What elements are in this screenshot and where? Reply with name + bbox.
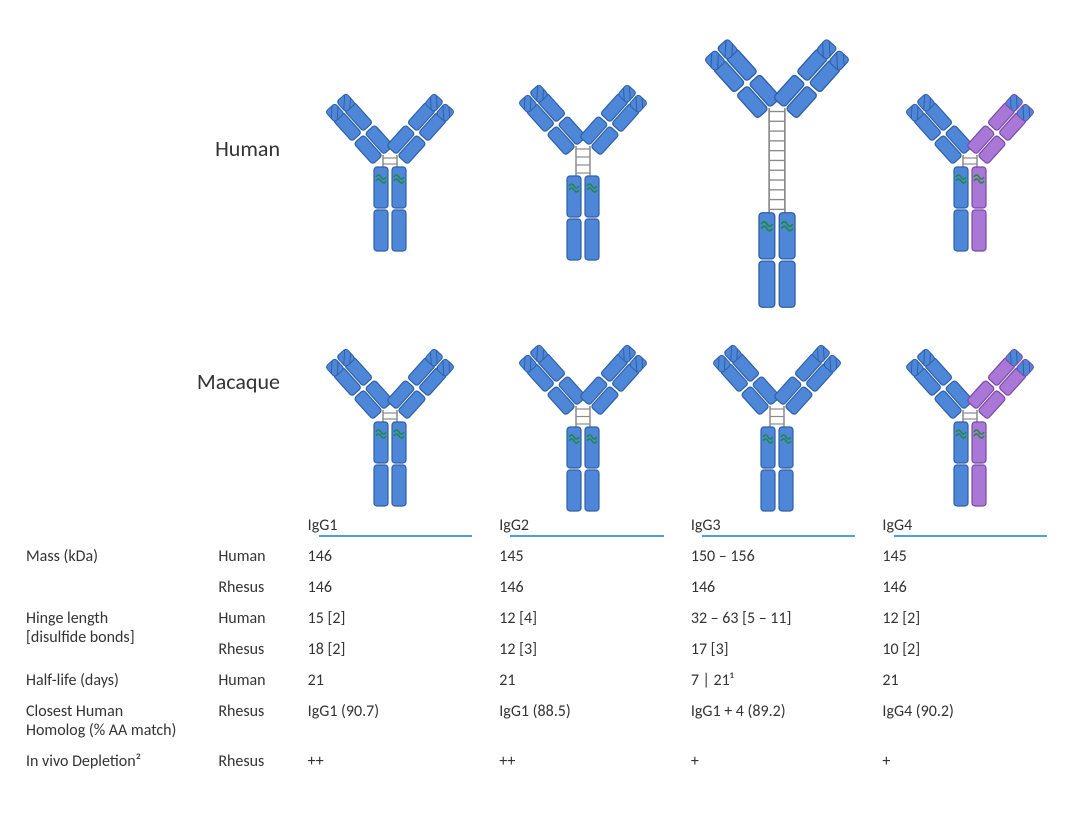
species-label: Rhesus	[210, 696, 299, 746]
col-header-igg2: IgG2	[491, 510, 683, 541]
col-header-label: IgG1	[308, 516, 338, 535]
table-cell: +	[683, 746, 875, 777]
species-label: Rhesus	[210, 746, 299, 777]
col-header-underline	[510, 535, 663, 537]
antibody-human-igg3-icon	[687, 5, 867, 334]
col-header-underline	[319, 535, 472, 537]
table-cell: IgG1 + 4 (89.2)	[683, 696, 875, 746]
table-cell: 146	[874, 572, 1066, 603]
species-label: Rhesus	[210, 572, 299, 603]
metric-label: Half-life (days)	[18, 665, 210, 696]
table-cell: ++	[300, 746, 492, 777]
table-cell: 32 – 63 [5 – 11]	[683, 603, 875, 634]
table-cell: 145	[874, 541, 1066, 572]
col-header-underline	[702, 535, 855, 537]
table-cell: IgG4 (90.2)	[874, 696, 1066, 746]
col-header-label: IgG3	[691, 516, 721, 535]
table-cell: 15 [2]	[300, 603, 492, 634]
antibody-macaque-igg4-icon	[880, 338, 1060, 510]
antibody-grid	[300, 5, 1060, 495]
species-label: Human	[210, 603, 299, 634]
table-cell: IgG1 (88.5)	[491, 696, 683, 746]
antibody-human-igg2-icon	[493, 74, 673, 264]
antibody-human-igg4-icon	[880, 83, 1060, 255]
col-header-igg1: IgG1	[300, 510, 492, 541]
table-cell: ++	[491, 746, 683, 777]
col-header-label: IgG4	[882, 516, 912, 535]
col-header-underline	[894, 535, 1047, 537]
table-cell: 21	[874, 665, 1066, 696]
metric-label: In vivo Depletion²	[18, 746, 210, 777]
antibody-human-igg1-icon	[300, 83, 480, 255]
table-cell: 18 [2]	[300, 634, 492, 665]
col-header-igg4: IgG4	[874, 510, 1066, 541]
species-label: Rhesus	[210, 634, 299, 665]
table-cell: 146	[300, 541, 492, 572]
metric-label: Hinge length[disulfide bonds]	[18, 603, 210, 665]
table-cell: 17 [3]	[683, 634, 875, 665]
row-label-human: Human	[160, 135, 280, 162]
antibody-macaque-igg3-icon	[687, 334, 867, 515]
table-cell: 150 – 156	[683, 541, 875, 572]
antibody-row-human	[300, 5, 1060, 334]
col-header-igg3: IgG3	[683, 510, 875, 541]
species-label: Human	[210, 541, 299, 572]
metric-label: Closest HumanHomolog (% AA match)	[18, 696, 210, 746]
species-label: Human	[210, 665, 299, 696]
table-cell: 146	[300, 572, 492, 603]
col-header-label: IgG2	[499, 516, 529, 535]
table-cell: +	[874, 746, 1066, 777]
row-label-macaque: Macaque	[160, 368, 280, 395]
table-cell: 12 [2]	[874, 603, 1066, 634]
comparison-table: IgG1 IgG2 IgG3 IgG4 Mass (kDa)Human14614…	[0, 510, 1084, 777]
table-cell: 10 [2]	[874, 634, 1066, 665]
table-cell: 145	[491, 541, 683, 572]
antibody-row-macaque	[300, 334, 1060, 515]
table-cell: 146	[491, 572, 683, 603]
table-cell: 12 [4]	[491, 603, 683, 634]
antibody-macaque-igg2-icon	[493, 334, 673, 515]
table-cell: 7 | 21¹	[683, 665, 875, 696]
table-cell: 12 [3]	[491, 634, 683, 665]
table-cell: 21	[491, 665, 683, 696]
antibody-macaque-igg1-icon	[300, 338, 480, 510]
table-cell: 146	[683, 572, 875, 603]
metric-label: Mass (kDa)	[18, 541, 210, 603]
table-cell: 21	[300, 665, 492, 696]
table-cell: IgG1 (90.7)	[300, 696, 492, 746]
